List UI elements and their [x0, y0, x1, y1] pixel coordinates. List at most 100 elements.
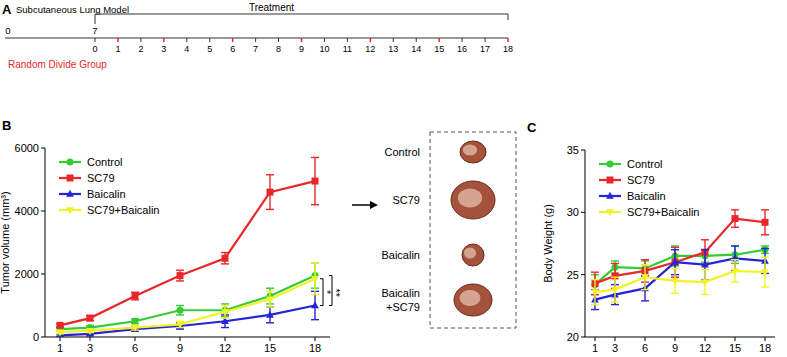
- error-cap: [266, 306, 274, 307]
- series-line: [60, 276, 315, 330]
- x-tick-label: 15: [729, 342, 741, 354]
- marker: [671, 258, 679, 265]
- marker: [611, 287, 619, 294]
- day-label: 12: [365, 44, 375, 54]
- x-tick: [705, 337, 706, 341]
- error-bar: [731, 260, 739, 282]
- marker: [591, 289, 599, 296]
- error-cap: [671, 247, 679, 248]
- error-cap: [176, 280, 184, 281]
- marker: [176, 322, 184, 329]
- phase-label: Treatment: [249, 2, 294, 13]
- legend-marker: [607, 177, 614, 184]
- error-cap: [266, 291, 274, 292]
- tumor-highlight: [464, 248, 476, 259]
- error-cap: [641, 259, 649, 260]
- day-label: 10: [319, 44, 329, 54]
- error-cap: [671, 245, 679, 246]
- day-label: 5: [207, 44, 212, 54]
- data-group: [591, 210, 769, 310]
- error-bar: [311, 263, 319, 295]
- treatment-bracket: [95, 14, 96, 24]
- day-label: 7: [253, 44, 258, 54]
- error-bar: [611, 277, 619, 302]
- error-bar: [761, 257, 769, 287]
- x-tick: [595, 337, 596, 341]
- y-tick-label: 0: [33, 331, 39, 343]
- treatment-tick: [438, 38, 440, 42]
- tumor-photo: [454, 284, 492, 316]
- x-tick: [315, 337, 316, 341]
- x-tick-label: 9: [177, 342, 183, 354]
- treatment-tick: [370, 38, 372, 42]
- series: [56, 263, 319, 337]
- marker: [731, 254, 739, 261]
- x-tick: [60, 337, 61, 341]
- arrow: [352, 204, 372, 206]
- data-group: [56, 157, 319, 337]
- error-cap: [611, 263, 619, 264]
- day-tick: [255, 38, 256, 42]
- series: [591, 246, 769, 310]
- figure: ASubcutaneous Lung Model07Treatment01234…: [0, 0, 787, 357]
- y-axis-title: Body Weight (g): [542, 204, 554, 283]
- y-tick: [581, 212, 585, 213]
- error-cap: [311, 204, 319, 205]
- error-bar: [641, 265, 649, 290]
- error-bar: [671, 268, 679, 293]
- legend-marker: [67, 159, 74, 166]
- error-cap: [311, 262, 319, 263]
- day-label: 9: [299, 44, 304, 54]
- series-line: [595, 271, 765, 292]
- y-tick-label: 35: [567, 144, 579, 156]
- tumor: [451, 181, 495, 219]
- error-cap: [221, 327, 229, 328]
- x-tick-label: 12: [699, 342, 711, 354]
- arrow-head: [370, 201, 378, 209]
- error-cap: [641, 289, 649, 290]
- error-cap: [311, 262, 319, 263]
- legend-marker: [606, 192, 614, 199]
- marker: [671, 278, 679, 285]
- x-tick: [270, 337, 271, 341]
- error-bar: [761, 210, 769, 235]
- y-tick: [581, 337, 585, 338]
- x-tick-label: 12: [219, 342, 231, 354]
- x-tick: [645, 337, 646, 341]
- treatment-tick: [232, 38, 234, 42]
- model-tick: 7: [92, 25, 97, 36]
- y-tick-label: 30: [567, 206, 579, 218]
- error-bar: [731, 210, 739, 227]
- error-cap: [731, 259, 739, 260]
- legend-marker: [67, 175, 74, 182]
- legend-marker: [66, 207, 74, 214]
- error-cap: [266, 174, 274, 175]
- marker: [762, 219, 769, 226]
- error-cap: [761, 286, 769, 287]
- y-tick-label: 20: [567, 331, 579, 343]
- error-cap: [671, 268, 679, 269]
- marker: [266, 311, 274, 318]
- x-tick-label: 1: [592, 342, 598, 354]
- error-bar: [221, 306, 229, 319]
- error-cap: [266, 322, 274, 323]
- tumor: [462, 244, 484, 266]
- marker: [132, 318, 139, 325]
- error-cap: [311, 319, 319, 320]
- treatment-bracket: [95, 14, 508, 15]
- y-axis: [585, 150, 586, 337]
- marker: [221, 309, 229, 316]
- x-tick: [135, 337, 136, 341]
- tumor: [454, 284, 492, 316]
- marker: [222, 255, 229, 262]
- x-tick-label: 18: [759, 342, 771, 354]
- series: [591, 246, 769, 295]
- day-tick: [186, 38, 187, 42]
- legend-label: SC79: [87, 172, 115, 184]
- day-label: 2: [138, 44, 143, 54]
- error-cap: [176, 270, 184, 271]
- error-bar: [176, 306, 184, 315]
- legend-label: SC79: [627, 174, 655, 186]
- error-cap: [221, 303, 229, 304]
- error-cap: [761, 257, 769, 258]
